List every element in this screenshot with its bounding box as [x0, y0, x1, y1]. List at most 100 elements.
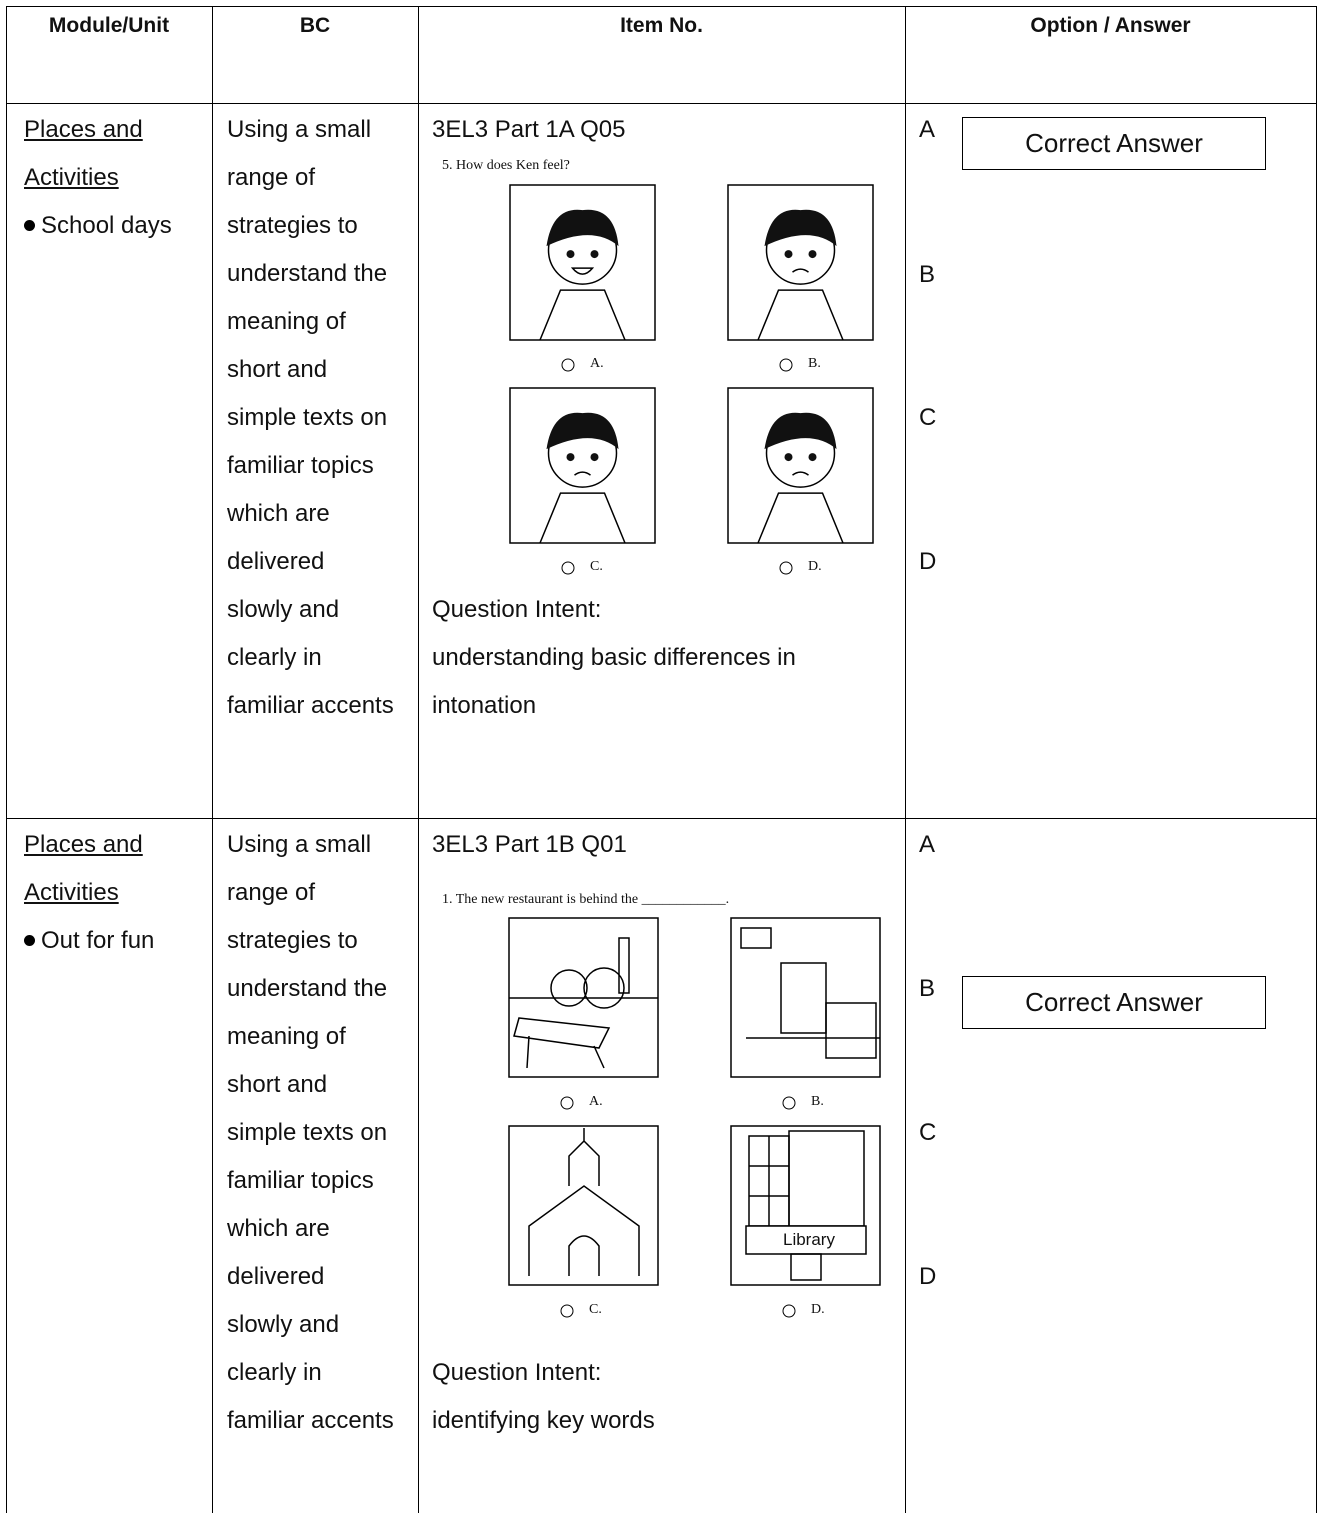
- header-cell: Module/Unit: [48, 14, 170, 37]
- option-letter: D: [919, 548, 937, 575]
- topic: School days: [24, 202, 172, 250]
- rule: [6, 6, 1317, 7]
- picture-shape: [808, 453, 817, 462]
- rule: [6, 103, 1317, 104]
- picture-shape: [528, 1128, 640, 1276]
- topic: Out for fun: [24, 917, 154, 965]
- picture-shape: [825, 1002, 877, 1059]
- picture-shape: [590, 250, 599, 259]
- correct-answer: Correct Answer: [962, 976, 1266, 1029]
- bc-line: which are: [227, 1215, 330, 1242]
- intent-label: Question Intent:: [432, 1359, 602, 1386]
- bc-line: delivered: [227, 1263, 325, 1290]
- choice-label: A.: [589, 1094, 603, 1109]
- choice-label: A.: [590, 356, 604, 371]
- picture-shape: [546, 209, 619, 247]
- bc-line: familiar accents: [227, 1407, 394, 1434]
- picture-shape: [779, 358, 793, 372]
- picture-shape: [764, 412, 837, 450]
- bc-line: meaning of: [227, 1023, 346, 1050]
- picture-shape: [508, 1125, 659, 1286]
- question: 5. How does Ken feel?: [442, 158, 570, 173]
- picture-shape: [782, 1096, 796, 1110]
- picture-shape: [566, 453, 575, 462]
- option-letter: A: [919, 116, 936, 143]
- module: Places and Activities: [24, 116, 143, 191]
- rule: [418, 6, 419, 1513]
- picture-shape: [792, 471, 809, 476]
- bc-line: simple texts on: [227, 1119, 388, 1146]
- bc-line: familiar topics: [227, 1167, 374, 1194]
- bullet: [24, 935, 35, 946]
- picture-shape: [749, 1136, 789, 1226]
- bc-line: meaning of: [227, 308, 346, 335]
- picture-shape: [618, 937, 630, 994]
- picture-shape: [560, 1096, 574, 1110]
- bc-line: range of: [227, 879, 316, 906]
- picture-shape: [730, 917, 881, 1078]
- picture-shape: [574, 471, 591, 476]
- picture-text: Library: [783, 1230, 835, 1249]
- choice-label: C.: [590, 559, 603, 574]
- intent: identifying key words: [432, 1407, 655, 1434]
- header-cell: BC: [299, 14, 331, 37]
- picture-shape: [784, 453, 793, 462]
- bc-line: slowly and: [227, 1311, 340, 1338]
- header-cell: Item No.: [620, 14, 703, 37]
- picture-shape: [546, 412, 619, 450]
- picture-shape: [757, 289, 844, 341]
- bc-line: Using a small: [227, 831, 372, 858]
- question: 1. The new restaurant is behind the ____…: [442, 892, 730, 907]
- header-cell: Option / Answer: [1030, 14, 1191, 37]
- picture-shape: [790, 1253, 822, 1281]
- choice-label: D.: [811, 1302, 825, 1317]
- topic-text: School days: [41, 212, 172, 239]
- picture-shape: [590, 453, 599, 462]
- bullet: [24, 220, 35, 231]
- intent: understanding basic differences in inton…: [432, 644, 796, 719]
- picture-shape: [561, 561, 575, 575]
- picture-shape: [745, 1225, 867, 1255]
- rule: [6, 6, 7, 1513]
- bc-line: clearly in: [227, 1359, 322, 1386]
- bc-line: simple texts on: [227, 404, 388, 431]
- picture-shape: [757, 492, 844, 544]
- picture-shape: [740, 927, 772, 949]
- bc-line: short and: [227, 1071, 328, 1098]
- choice-label: B.: [808, 356, 821, 371]
- picture-shape: [561, 358, 575, 372]
- module: Places and Activities: [24, 831, 143, 906]
- rule: [6, 818, 1317, 819]
- item-no: 3EL3 Part 1B Q01: [432, 831, 627, 858]
- bc-line: range of: [227, 164, 316, 191]
- picture-shape: [779, 561, 793, 575]
- choice-label: C.: [589, 1302, 602, 1317]
- bc-line: strategies to: [227, 927, 358, 954]
- option-letter: D: [919, 1263, 937, 1290]
- choice-label: D.: [808, 559, 822, 574]
- option-letter: B: [919, 975, 936, 1002]
- bc-line: understand the: [227, 975, 388, 1002]
- picture-shape: [539, 289, 626, 341]
- option-letter: B: [919, 261, 936, 288]
- bc-line: clearly in: [227, 644, 322, 671]
- rule: [212, 6, 213, 1513]
- rule: [905, 6, 906, 1513]
- picture-shape: [568, 1235, 600, 1276]
- bc-line: delivered: [227, 548, 325, 575]
- picture-shape: [583, 967, 625, 1009]
- bc-line: slowly and: [227, 596, 340, 623]
- bc-line: which are: [227, 500, 330, 527]
- picture-shape: [764, 209, 837, 247]
- picture-shape: [550, 969, 588, 1007]
- option-letter: C: [919, 1119, 937, 1146]
- bc-line: familiar accents: [227, 692, 394, 719]
- rule: [1316, 6, 1317, 1513]
- picture-shape: [780, 962, 827, 1034]
- picture-shape: [560, 1304, 574, 1318]
- picture-shape: [539, 492, 626, 544]
- picture-shape: [570, 267, 595, 275]
- option-letter: C: [919, 404, 937, 431]
